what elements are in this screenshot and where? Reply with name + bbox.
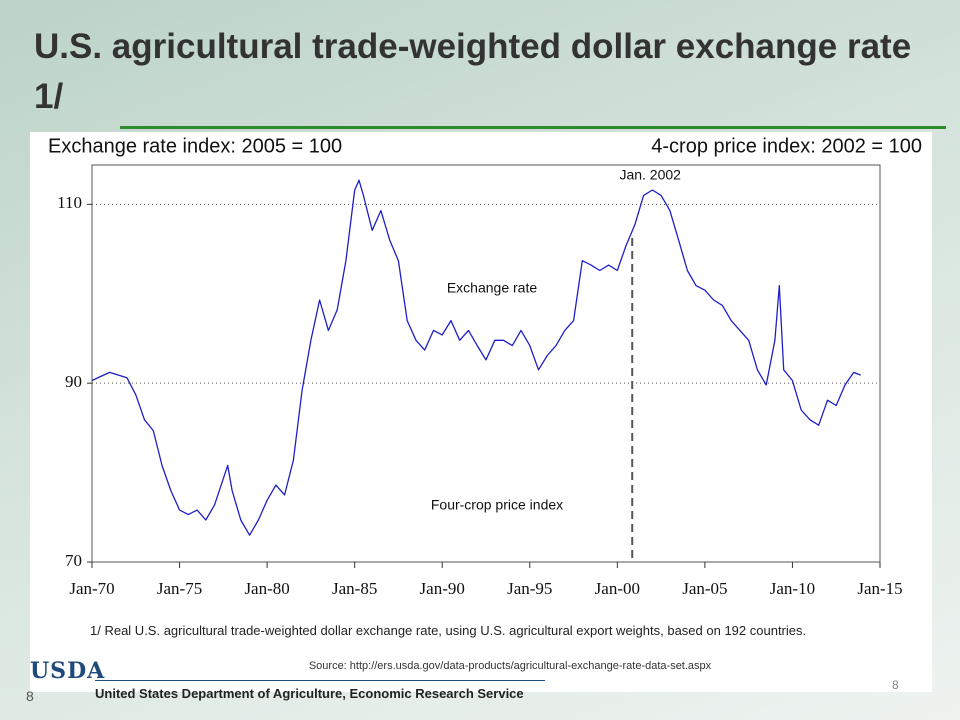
footnote: 1/ Real U.S. agricultural trade-weighted… (90, 623, 807, 638)
logo: USDA (30, 658, 106, 684)
plot-frame (91, 164, 881, 563)
series-line (91, 179, 861, 536)
x-tick-label: Jan-80 (244, 579, 289, 598)
organization: United States Department of Agriculture,… (95, 686, 524, 701)
y-tick-label: 110 (57, 193, 82, 212)
title-rule (120, 126, 946, 129)
slide-number: 8 (892, 678, 899, 692)
chart: Exchange rate index: 2005 = 100 4-crop p… (48, 135, 922, 598)
reference-label: Jan. 2002 (619, 167, 681, 183)
y-axis-label: Exchange rate index: 2005 = 100 (48, 135, 342, 157)
x-tick-label: Jan-10 (770, 579, 815, 598)
slide-number: 8 (26, 688, 34, 704)
x-tick-label: Jan-00 (595, 579, 640, 598)
footer-rule (95, 680, 545, 681)
x-tick-label: Jan-75 (157, 579, 202, 598)
x-tick-label: Jan-05 (682, 579, 727, 598)
series-label: Exchange rate (447, 280, 537, 296)
y2-axis-label: 4-crop price index: 2002 = 100 (651, 135, 922, 157)
x-tick-label: Jan-85 (332, 579, 377, 598)
chart-panel (30, 132, 932, 692)
y-tick-label: 70 (65, 551, 82, 570)
x-tick-label: Jan-90 (420, 579, 465, 598)
slide-title: U.S. agricultural trade-weighted dollar … (34, 27, 912, 116)
source: Source: http://ers.usda.gov/data-product… (308, 660, 712, 672)
series-label: Four-crop price index (431, 497, 563, 513)
x-tick-label: Jan-15 (857, 579, 902, 598)
x-tick-label: Jan-95 (507, 579, 552, 598)
x-tick-label: Jan-70 (69, 579, 114, 598)
y-tick-label: 90 (65, 372, 82, 391)
